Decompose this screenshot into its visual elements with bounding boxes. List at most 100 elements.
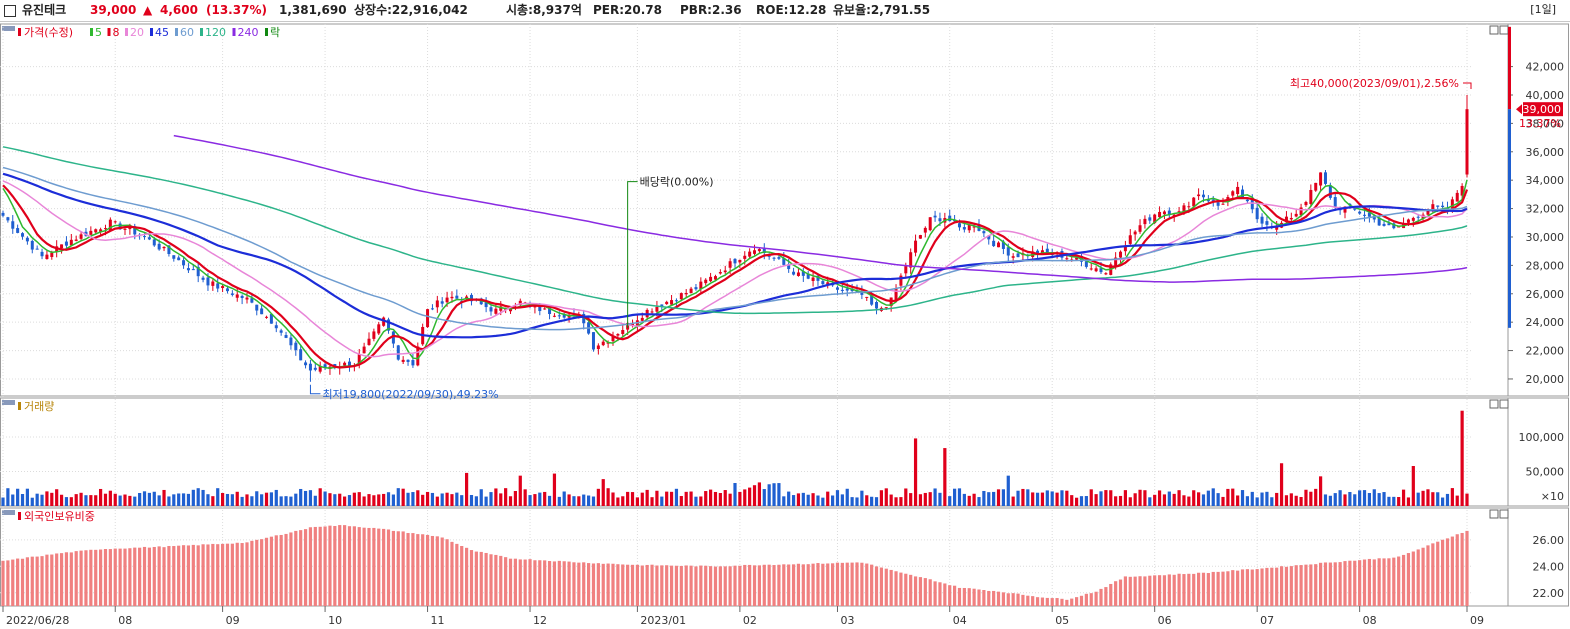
volume-bar: [718, 493, 722, 506]
select-checkbox[interactable]: [4, 5, 16, 17]
volume-bar: [1167, 491, 1171, 506]
candle-body: [123, 228, 127, 230]
volume-bar: [865, 495, 869, 506]
current-price-pointer: [1516, 104, 1522, 115]
low-marker-arrow: [309, 384, 321, 395]
volume-bar: [445, 492, 449, 506]
volume-bar: [977, 497, 981, 506]
candle-body: [772, 257, 776, 259]
period-selector[interactable]: [1일]: [1530, 3, 1556, 16]
volume-bar: [1177, 490, 1181, 506]
foreign-ratio-bar: [479, 551, 483, 606]
foreign-ratio-bar: [1358, 560, 1362, 606]
foreign-ratio-bar: [372, 527, 376, 606]
volume-bar: [752, 485, 757, 506]
foreign-ratio-bar: [791, 564, 796, 606]
panel-minimize-icon[interactable]: [1489, 399, 1499, 409]
candle-body: [1001, 241, 1005, 249]
volume-bar: [1231, 488, 1235, 506]
candle-body: [1036, 250, 1040, 254]
foreign-ratio-bar: [689, 565, 693, 606]
foreign-ratio-bar: [767, 564, 771, 606]
panel-maximize-icon[interactable]: [1499, 399, 1509, 409]
candle-body: [323, 364, 327, 368]
volume-bar: [611, 492, 615, 506]
volume-bar: [1401, 489, 1406, 506]
foreign-ratio-bar: [1441, 539, 1445, 606]
dividend-annotation: 배당락(0.00%): [640, 176, 714, 189]
foreign-ratio-bar: [611, 563, 615, 606]
foreign-ratio-bar: [787, 564, 791, 606]
volume-bar: [962, 493, 966, 506]
foreign-ratio-bar: [313, 526, 317, 606]
foreign-ratio-bar: [1284, 566, 1289, 606]
volume-bar: [230, 494, 234, 506]
panel-menu-icon[interactable]: [2, 510, 15, 515]
candle-body: [743, 255, 747, 259]
volume-bar: [40, 494, 44, 506]
volume-bar: [308, 490, 313, 506]
volume-bar: [572, 496, 576, 506]
candle-body: [50, 252, 54, 257]
price-tick-label: 34,000: [1526, 174, 1565, 187]
volume-bar: [967, 495, 971, 506]
foreign-ratio-bar: [957, 587, 962, 606]
pbr-value: PBR:2.36: [680, 3, 742, 17]
foreign-ratio-bar: [1401, 554, 1406, 606]
stock-name: 유진테크: [22, 3, 67, 17]
candle-body: [245, 297, 249, 300]
candle-body: [1441, 205, 1445, 207]
candle-body: [762, 248, 766, 254]
ma-line-120: [2, 146, 1468, 315]
volume-bar: [186, 493, 191, 506]
foreign-ratio-bar: [1279, 566, 1284, 606]
panel-minimize-icon[interactable]: [1489, 509, 1499, 519]
foreign-ratio-bar: [211, 543, 215, 606]
candle-body: [1016, 253, 1020, 258]
panel-menu-icon[interactable]: [2, 26, 15, 31]
candle-body: [113, 221, 117, 223]
volume-bar: [425, 491, 430, 506]
volume-bar: [1079, 496, 1084, 506]
candle-body: [1236, 186, 1240, 195]
candle-body: [835, 287, 839, 290]
foreign-ratio-bar: [752, 565, 757, 606]
foreign-ratio-bar: [547, 561, 552, 606]
foreign-tick-label: 22.00: [1533, 587, 1565, 600]
candle-body: [782, 257, 786, 265]
panel-minimize-icon[interactable]: [1489, 25, 1499, 35]
candle-body: [538, 305, 542, 312]
volume-bar: [660, 496, 664, 506]
foreign-ratio-bar: [416, 534, 420, 606]
candle-body: [221, 286, 225, 289]
foreign-ratio-bar: [338, 525, 342, 606]
panel-menu-icon[interactable]: [2, 400, 15, 405]
volume-bar: [694, 496, 698, 506]
candle-body: [35, 248, 39, 250]
foreign-ratio-bar: [1362, 559, 1367, 606]
foreign-ratio-bar: [113, 548, 117, 606]
candle-body: [1192, 197, 1196, 207]
candle-body: [177, 257, 181, 261]
foreign-ratio-bar: [1436, 541, 1440, 606]
foreign-ratio-bar: [1382, 558, 1386, 606]
foreign-ratio-bar: [1192, 573, 1196, 606]
volume-bar: [1060, 490, 1064, 506]
foreign-ratio-bar: [684, 565, 688, 606]
foreign-ratio-bar: [1226, 571, 1230, 606]
volume-bar: [35, 493, 39, 506]
volume-bar: [279, 496, 283, 506]
stock-chart[interactable]: 2022/06/28 08 09 10 11 12 2023/01 02 03 04 05 06 07 0…: [0, 22, 1570, 629]
candle-body: [260, 308, 264, 315]
panel-maximize-icon[interactable]: [1499, 25, 1509, 35]
volume-bar: [69, 497, 73, 506]
foreign-ratio-bar: [1153, 575, 1157, 606]
candle-body: [1358, 211, 1362, 214]
volume-bar: [640, 492, 644, 506]
panel-maximize-icon[interactable]: [1499, 509, 1509, 519]
candle-body: [387, 319, 391, 331]
candle-body: [1328, 185, 1332, 198]
volume-bar: [879, 490, 883, 506]
candle-body: [235, 294, 239, 298]
candle-body: [25, 237, 29, 242]
